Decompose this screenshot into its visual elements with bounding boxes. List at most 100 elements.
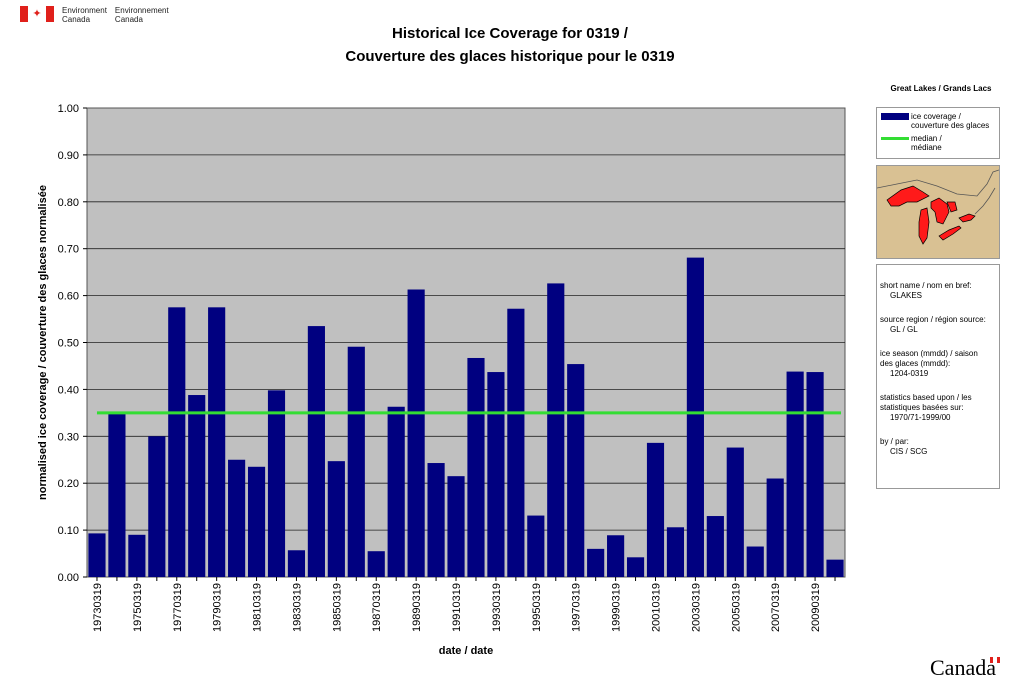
- info-label: short name / nom en bref:: [880, 281, 972, 290]
- bar-20030319: [686, 257, 704, 577]
- bar-20100319: [826, 559, 844, 577]
- legend-median-line2: médiane: [911, 143, 942, 152]
- bar-20060319: [746, 546, 764, 577]
- legend-item-coverage: ice coverage / couverture des glaces: [881, 112, 999, 130]
- y-tick-label: 0.00: [58, 572, 79, 584]
- x-tick-label: 20050319: [730, 583, 742, 632]
- info-value: CIS / SCG: [890, 447, 928, 456]
- x-tick-label: 19930319: [491, 583, 503, 632]
- info-value: 1204-0319: [890, 369, 929, 378]
- bar-20070319: [766, 478, 784, 577]
- bar-19880319: [387, 406, 405, 577]
- bar-19830319: [287, 550, 306, 577]
- bar-19900319: [427, 463, 445, 577]
- bar-19770319: [168, 307, 186, 577]
- y-tick-label: 0.30: [58, 431, 79, 443]
- x-axis-title: date / date: [439, 645, 493, 657]
- info-statistics: statistics based upon / les statistiques…: [880, 393, 999, 423]
- x-tick-label: 19830319: [291, 583, 303, 632]
- chart-title-line2: Couverture des glaces historique pour le…: [345, 48, 675, 65]
- great-lakes-map: [876, 165, 1000, 259]
- info-value: GL / GL: [890, 325, 918, 334]
- bar-20040319: [706, 516, 724, 577]
- info-label-line2: des glaces (mmdd):: [880, 359, 951, 368]
- bar-20080319: [786, 371, 804, 577]
- bar-20050319: [726, 447, 744, 577]
- y-tick-label: 0.10: [58, 525, 79, 537]
- legend-median-line1: median /: [911, 134, 942, 143]
- canada-flag-icon: ✦: [20, 6, 54, 22]
- y-tick-label: 0.90: [58, 150, 79, 162]
- bar-19960319: [547, 283, 565, 577]
- x-tick-label: 19890319: [411, 583, 423, 632]
- bar-19870319: [367, 551, 385, 577]
- x-tick-label: 19910319: [451, 583, 463, 632]
- bar-19750319: [128, 534, 146, 577]
- info-author: by / par: CIS / SCG: [880, 437, 999, 457]
- info-label: by / par:: [880, 437, 909, 446]
- legend-item-median: median / médiane: [881, 134, 999, 152]
- x-tick-label: 20010319: [651, 583, 663, 632]
- department-header: ✦ Environment Canada Environnement Canada: [20, 6, 169, 28]
- x-tick-label: 19790319: [212, 583, 224, 632]
- region-title: Great Lakes / Grands Lacs: [890, 84, 992, 93]
- y-tick-label: 0.40: [58, 384, 79, 396]
- dept-fr-line2: Canada: [114, 15, 143, 24]
- y-tick-label: 0.50: [58, 338, 79, 350]
- bar-19810319: [247, 466, 266, 577]
- bar-19910319: [447, 476, 465, 577]
- bar-19860319: [347, 346, 365, 577]
- y-axis-title: normalised ice coverage / couverture des…: [37, 185, 49, 500]
- bar-19740319: [108, 412, 126, 577]
- info-ice-season: ice season (mmdd) / saison des glaces (m…: [880, 349, 999, 379]
- legend-swatch-median: [881, 137, 909, 140]
- y-tick-label: 0.60: [58, 291, 79, 303]
- info-value: 1970/71-1999/00: [890, 413, 951, 422]
- legend-coverage-line1: ice coverage /: [911, 112, 961, 121]
- x-tick-label: 19770319: [172, 583, 184, 632]
- x-tick-label: 20090319: [810, 583, 822, 632]
- x-tick-label: 20030319: [690, 583, 702, 632]
- info-short-name: short name / nom en bref: GLAKES: [880, 281, 999, 301]
- x-tick-label: 19990319: [611, 583, 623, 632]
- bar-19780319: [188, 395, 206, 577]
- bar-20090319: [806, 372, 824, 577]
- x-tick-label: 19870319: [371, 583, 383, 632]
- info-panel: short name / nom en bref: GLAKES source …: [876, 264, 1000, 489]
- bar-19940319: [507, 308, 525, 577]
- bar-19930319: [487, 372, 505, 577]
- wordmark-flag-icon: [989, 657, 1000, 663]
- x-tick-label: 19750319: [132, 583, 144, 632]
- great-lakes-map-image: [876, 166, 1000, 258]
- bar-19980319: [587, 548, 605, 577]
- y-tick-label: 0.80: [58, 197, 79, 209]
- x-tick-label: 19950319: [531, 583, 543, 632]
- bar-19950319: [527, 515, 545, 577]
- department-name: Environment Canada Environnement Canada: [62, 6, 169, 24]
- dept-en-line1: Environment: [62, 6, 107, 15]
- info-label-line2: statistiques basées sur:: [880, 403, 964, 412]
- info-label: ice season (mmdd) / saison: [880, 349, 978, 358]
- chart-title-line1: Historical Ice Coverage for 0319 /: [392, 25, 628, 42]
- x-tick-label: 19730319: [92, 583, 104, 632]
- chart-legend: ice coverage / couverture des glaces medi…: [876, 107, 1000, 159]
- bar-19920319: [467, 357, 485, 577]
- bar-19730319: [88, 533, 106, 577]
- bar-19970319: [567, 364, 585, 577]
- x-tick-label: 19810319: [252, 583, 264, 632]
- bar-20010319: [646, 442, 665, 577]
- legend-swatch-coverage: [881, 113, 909, 120]
- bar-19990319: [607, 535, 625, 577]
- y-tick-label: 0.70: [58, 244, 79, 256]
- bar-20020319: [666, 527, 685, 577]
- legend-coverage-line2: couverture des glaces: [911, 121, 990, 130]
- bar-19890319: [407, 289, 425, 577]
- info-value: GLAKES: [890, 291, 923, 300]
- bar-19820319: [267, 390, 286, 577]
- bar-19790319: [208, 307, 226, 577]
- bar-19800319: [228, 459, 246, 577]
- x-tick-label: 20070319: [770, 583, 782, 632]
- bar-19850319: [327, 461, 345, 577]
- bar-19760319: [148, 436, 166, 577]
